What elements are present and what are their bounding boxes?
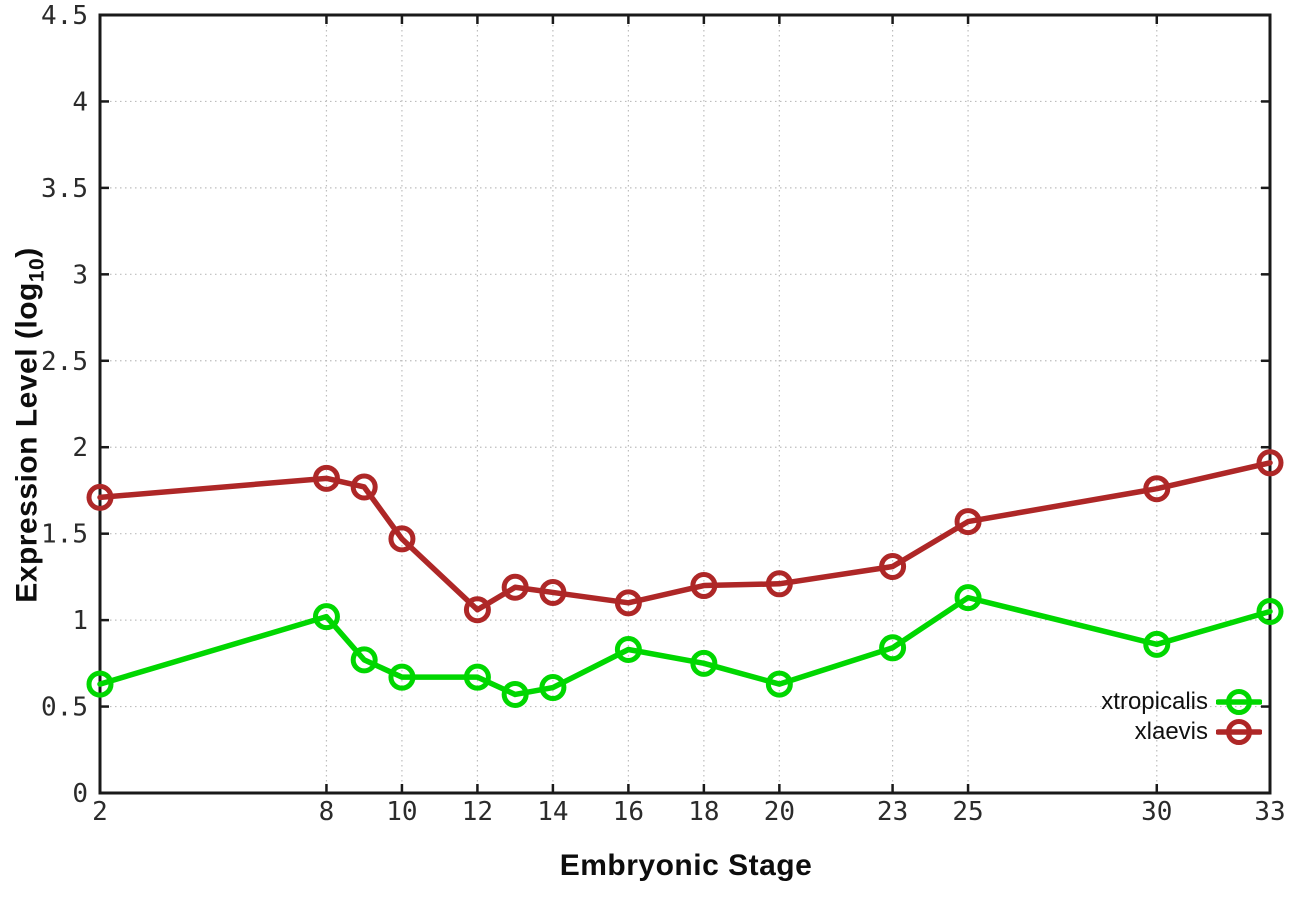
data-point-xtropicalis bbox=[954, 584, 982, 612]
legend-entry-xlaevis: xlaevis bbox=[1135, 717, 1262, 747]
y-axis-title-subscript: 10 bbox=[25, 257, 49, 283]
y-tick-label: 4.5 bbox=[41, 1, 88, 31]
y-tick-label: 1.5 bbox=[41, 520, 88, 550]
x-tick-label: 8 bbox=[319, 797, 335, 827]
x-tick-label: 25 bbox=[952, 797, 983, 827]
data-point-xtropicalis bbox=[312, 603, 340, 631]
y-tick-label: 1 bbox=[72, 606, 88, 636]
data-point-xtropicalis bbox=[350, 646, 378, 674]
data-point-xtropicalis bbox=[1143, 630, 1171, 658]
data-point-xtropicalis bbox=[86, 670, 114, 698]
data-point-xlaevis bbox=[86, 483, 114, 511]
x-axis-title: Embryonic Stage bbox=[559, 849, 813, 882]
series-line-xlaevis bbox=[97, 460, 1273, 613]
data-series bbox=[86, 449, 1284, 708]
data-point-xlaevis bbox=[690, 572, 718, 600]
y-tick-label: 4 bbox=[72, 87, 88, 117]
data-point-xlaevis bbox=[1143, 475, 1171, 503]
data-point-xtropicalis bbox=[690, 649, 718, 677]
data-point-xlaevis bbox=[614, 589, 642, 617]
data-point-xtropicalis bbox=[463, 663, 491, 691]
x-tick-label: 18 bbox=[688, 797, 719, 827]
data-point-xtropicalis bbox=[388, 663, 416, 691]
x-tick-label: 14 bbox=[537, 797, 568, 827]
y-tick-label: 2 bbox=[72, 433, 88, 463]
legend-sample-marker bbox=[1226, 719, 1252, 745]
x-tick-label: 12 bbox=[462, 797, 493, 827]
data-point-xtropicalis bbox=[1256, 597, 1284, 625]
x-tick-label: 33 bbox=[1254, 797, 1285, 827]
x-tick-label: 10 bbox=[386, 797, 417, 827]
legend-marker-icon-xtropicalis bbox=[1216, 689, 1262, 715]
axis-tick-labels: 2 8 10 12 14 16 18 20 23 25 30 33 0 0.5 1 1.5 2 2.5 3 3.5 4 4… bbox=[41, 1, 1286, 827]
y-tick-label: 3 bbox=[72, 260, 88, 290]
x-tick-label: 23 bbox=[877, 797, 908, 827]
y-tick-label: 0.5 bbox=[41, 693, 88, 723]
data-point-xtropicalis bbox=[879, 634, 907, 662]
legend-marker-icon-xlaevis bbox=[1216, 719, 1262, 745]
data-point-xlaevis bbox=[501, 573, 529, 601]
data-point-xtropicalis bbox=[539, 674, 567, 702]
data-point-xlaevis bbox=[954, 508, 982, 536]
data-point-xlaevis bbox=[350, 473, 378, 501]
x-tick-label: 20 bbox=[764, 797, 795, 827]
legend-label-xtropicalis: xtropicalis bbox=[1101, 688, 1208, 715]
x-tick-label: 30 bbox=[1141, 797, 1172, 827]
y-axis-title-suffix: ) bbox=[10, 247, 44, 258]
data-point-xtropicalis bbox=[614, 636, 642, 664]
data-point-xtropicalis bbox=[765, 670, 793, 698]
grid-lines bbox=[100, 15, 1270, 793]
plot-border bbox=[98, 13, 1272, 795]
y-tick-label: 3.5 bbox=[41, 174, 88, 204]
data-point-xlaevis bbox=[539, 578, 567, 606]
x-tick-label: 2 bbox=[92, 797, 108, 827]
data-point-xlaevis bbox=[879, 553, 907, 581]
data-point-xlaevis bbox=[388, 525, 416, 553]
legend-entry-xtropicalis: xtropicalis bbox=[1101, 687, 1262, 717]
axis-ticks bbox=[98, 13, 1272, 795]
data-point-xlaevis bbox=[1256, 449, 1284, 477]
data-point-xtropicalis bbox=[501, 680, 529, 708]
series-line-xtropicalis bbox=[97, 594, 1273, 698]
data-point-xlaevis bbox=[312, 464, 340, 492]
legend-label-xlaevis: xlaevis bbox=[1134, 718, 1208, 745]
x-tick-label: 16 bbox=[613, 797, 644, 827]
legend-sample-marker bbox=[1226, 689, 1252, 715]
data-point-xlaevis bbox=[765, 570, 793, 598]
y-axis-title: Expression Level (log10) bbox=[11, 247, 50, 602]
y-tick-label: 2.5 bbox=[41, 347, 88, 377]
y-axis-title-text: Expression Level (log bbox=[10, 282, 44, 603]
y-tick-label: 0 bbox=[72, 779, 88, 809]
plot-border-rect bbox=[98, 13, 1272, 795]
data-point-xlaevis bbox=[463, 596, 491, 624]
